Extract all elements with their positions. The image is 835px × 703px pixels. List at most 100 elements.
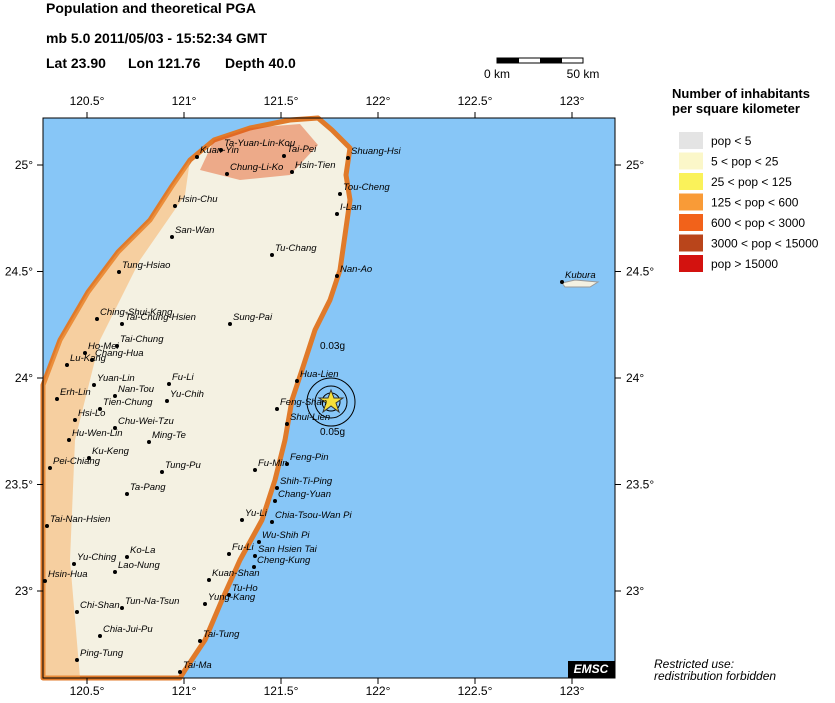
legend-label: 600 < pop < 3000 (711, 216, 805, 230)
city-label: Feng-Shan (280, 397, 327, 408)
lat-label: 25° (626, 158, 644, 172)
city-label: Cheng-Kung (257, 555, 311, 566)
city-label: Hu-Wen-Lin (72, 428, 123, 439)
city-dot (160, 470, 164, 474)
city-dot (253, 468, 257, 472)
city-dot (270, 520, 274, 524)
city-label: Nan-Tou (118, 384, 155, 395)
city-dot (48, 466, 52, 470)
city-label: San Hsien Tai (258, 544, 318, 555)
legend-swatch (679, 214, 703, 231)
city-label: Hsin-Tien (295, 160, 336, 171)
city-label: Fu-Li (172, 372, 195, 383)
city-label: Nan-Ao (340, 264, 372, 275)
city-dot (113, 394, 117, 398)
event-info: mb 5.0 2011/05/03 - 15:52:34 GMT (46, 30, 267, 46)
lon-label: 121° (172, 684, 197, 698)
city-label: Tai-Chung (120, 334, 164, 345)
lon-label: 120.5° (70, 94, 105, 108)
city-label: Yung-Kang (208, 592, 256, 603)
legend-title: Number of inhabitants (672, 86, 810, 101)
city-dot (335, 274, 339, 278)
city-dot (228, 322, 232, 326)
city-dot (87, 456, 91, 460)
city-label: Lao-Nung (118, 560, 160, 571)
scale-end: 50 km (567, 67, 600, 81)
city-label: Ching-Shui-Kang (100, 307, 173, 318)
city-label: Tu-Ho (232, 583, 258, 594)
lon: Lon 121.76 (128, 55, 201, 71)
legend-swatch (679, 255, 703, 272)
city-dot (98, 407, 102, 411)
legend-swatch (679, 173, 703, 190)
legend-label: 125 < pop < 600 (711, 196, 799, 210)
city-dot (282, 154, 286, 158)
city-label: Tu-Chang (275, 243, 317, 254)
city-dot (98, 634, 102, 638)
dense-north (200, 124, 318, 180)
city-dot (65, 363, 69, 367)
city-dot (117, 270, 121, 274)
city-dot (227, 593, 231, 597)
city-label: Tai-Pei (287, 144, 317, 155)
city-dot (67, 438, 71, 442)
city-label: Kuan-Shan (212, 568, 260, 579)
city-dot (203, 602, 207, 606)
legend-swatch (679, 193, 703, 211)
city-dot (125, 492, 129, 496)
city-dot (170, 235, 174, 239)
city-label: Chang-Yuan (278, 489, 331, 500)
lon-label: 122° (366, 684, 391, 698)
city-label: Kubura (565, 270, 596, 281)
kubura-island (561, 279, 600, 288)
city-label: Hsi-Lo (78, 408, 105, 419)
city-dot (45, 524, 49, 528)
city-label: Tai-Chung-Hsien (125, 312, 196, 323)
lon-label: 122.5° (458, 94, 493, 108)
notice: redistribution forbidden (654, 669, 776, 683)
legend-label: 25 < pop < 125 (711, 175, 792, 189)
city-dot (55, 397, 59, 401)
lat-label: 24° (626, 371, 644, 385)
city-dot (92, 383, 96, 387)
city-label: Sung-Pai (233, 312, 273, 323)
lat-label: 23° (626, 584, 644, 598)
city-dot (167, 382, 171, 386)
city-dot (75, 658, 79, 662)
city-dot (173, 204, 177, 208)
taiwan-land (40, 115, 353, 681)
lon-label: 120.5° (70, 684, 105, 698)
lat-label: 24.5° (5, 265, 33, 279)
city-dot (125, 555, 129, 559)
city-dot (295, 379, 299, 383)
lon-label: 122.5° (458, 684, 493, 698)
city-label: Chi-Shan (80, 600, 120, 611)
city-label: Hua-Lien (300, 369, 339, 380)
city-dot (227, 552, 231, 556)
city-dot (90, 358, 94, 362)
city-dot (115, 344, 119, 348)
city-dot (113, 426, 117, 430)
scale-bar: 0 km 50 km (484, 57, 600, 81)
city-label: Tung-Hsiao (122, 260, 170, 271)
scale-start: 0 km (484, 67, 510, 81)
legend-swatch (679, 152, 703, 170)
city-dot (95, 317, 99, 321)
city-label: Yu-Ching (77, 552, 117, 563)
city-label: Tien-Chung (103, 397, 153, 408)
city-label: Yu-Li (245, 508, 268, 519)
city-label: Lu-Kang (70, 353, 107, 364)
city-label: Chang-Hua (95, 348, 144, 359)
legend-label: pop < 5 (711, 134, 752, 148)
city-label: Hsin-Chu (178, 194, 218, 205)
lon-label: 123° (560, 94, 585, 108)
city-label: Chung-Li-Ko (230, 162, 283, 173)
city-dot (72, 562, 76, 566)
city-dot (120, 322, 124, 326)
city-label: Kuan-Yin (200, 145, 239, 156)
depth: Depth 40.0 (225, 55, 296, 71)
lat-label: 24° (15, 371, 33, 385)
city-label: Ko-La (130, 545, 155, 556)
city-dot (120, 606, 124, 610)
city-label: Fu-Min (258, 458, 288, 469)
